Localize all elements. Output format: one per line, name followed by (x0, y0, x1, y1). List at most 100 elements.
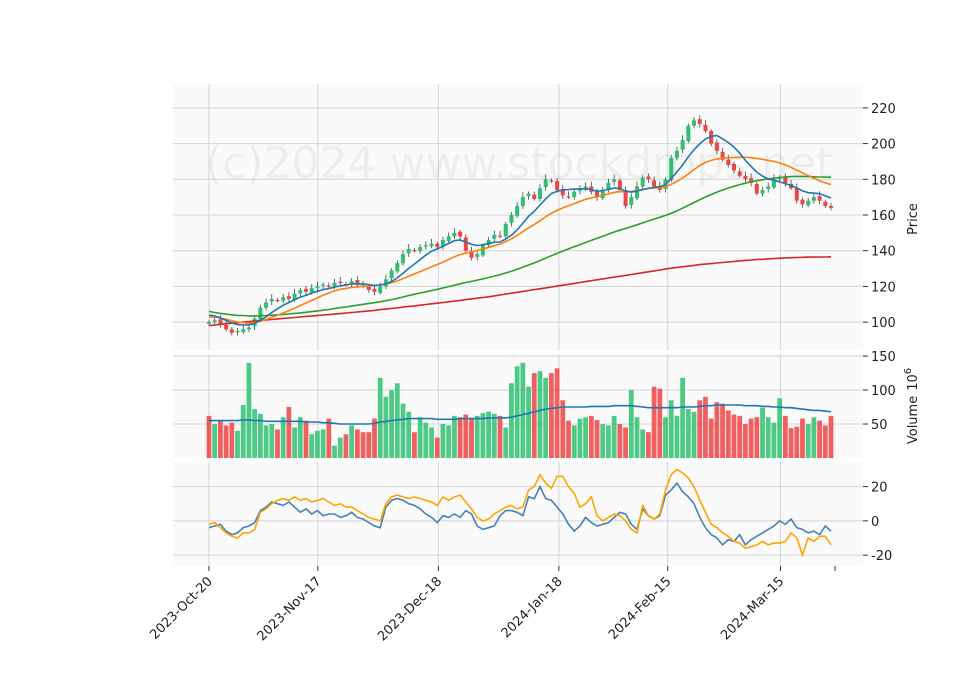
y-tick-label: 220 (871, 102, 896, 117)
candle-body (269, 298, 274, 302)
candle-body (509, 215, 514, 223)
volume-bar (714, 402, 720, 458)
volume-bar (223, 425, 229, 458)
candle-body (332, 282, 337, 287)
candle-body (298, 290, 303, 294)
ma-very-long-line (208, 256, 832, 327)
candle-body (389, 270, 394, 279)
candle-body (703, 125, 708, 132)
volume-bar (566, 420, 571, 458)
volume-bar (645, 432, 651, 458)
candle-body (281, 297, 286, 301)
candle-body (766, 186, 771, 189)
candle-body (543, 179, 548, 188)
y-tick-label: -20 (871, 549, 892, 564)
candle-body (423, 245, 428, 247)
volume-axis-label: Volume 106 (903, 368, 921, 444)
volume-bar (748, 418, 754, 458)
volume-bar (486, 411, 492, 458)
volume-bar (817, 420, 822, 458)
candle-body (811, 197, 816, 201)
price-axis-label: Price (906, 203, 921, 235)
volume-bar (520, 362, 526, 458)
candle-body (440, 240, 445, 247)
candle-body (549, 180, 554, 182)
candle-body (652, 180, 657, 187)
volume-bar (406, 411, 412, 458)
y-tick-label: 50 (871, 418, 888, 433)
volume-bar (800, 418, 805, 458)
candle-body (669, 157, 674, 181)
volume-bar (537, 371, 543, 458)
volume-bar (206, 415, 212, 458)
candle-body (446, 236, 451, 242)
candle-body (720, 151, 725, 160)
volume-bar (252, 409, 258, 458)
volume-bar (354, 429, 360, 458)
volume-bar (691, 411, 697, 458)
volume-bar (275, 429, 280, 458)
candle-body (629, 197, 634, 205)
candle-body (406, 248, 411, 254)
candle-body (275, 300, 280, 302)
candle-body (349, 281, 354, 285)
candle-body (292, 293, 297, 300)
candle-body (315, 286, 320, 289)
volume-bar (606, 425, 611, 458)
volume-axis-label-base: 10 (906, 374, 921, 391)
volume-bar (246, 362, 252, 458)
candle-body (623, 190, 628, 207)
candle-body (555, 181, 560, 190)
candle-body (395, 263, 400, 272)
indicator-line-2 (208, 468, 832, 558)
candle-body (515, 206, 520, 217)
candle-body (800, 199, 805, 205)
candle-body (674, 150, 679, 158)
volume-bar (805, 424, 811, 458)
volume-bar (628, 390, 634, 458)
candle-body (606, 182, 611, 190)
volume-bar (257, 413, 263, 458)
volume-bar (737, 415, 743, 458)
candle-body (355, 280, 360, 285)
volume-bar (423, 422, 429, 458)
candle-body (258, 307, 263, 320)
volume-bar (657, 388, 663, 458)
volume-bar (588, 415, 594, 458)
candle-body (452, 232, 457, 237)
volume-bar (811, 417, 817, 458)
candle-body (743, 175, 748, 180)
volume-bar (703, 396, 708, 458)
candle-body (218, 319, 223, 324)
volume-bar (697, 400, 703, 458)
volume-bar (571, 425, 577, 458)
volume-bar (543, 377, 549, 458)
volume-bar (332, 445, 337, 458)
volume-bar (269, 424, 275, 458)
candle-body (583, 186, 588, 190)
volume-bar (577, 418, 583, 458)
volume-bar (674, 415, 680, 458)
volume-bar (794, 426, 800, 458)
volume-bar (720, 403, 725, 458)
candle-body (680, 140, 685, 150)
volume-bar (303, 420, 309, 458)
volume-bar (760, 407, 765, 458)
volume-bar (623, 427, 628, 458)
candle-body (714, 142, 719, 151)
volume-bar (680, 377, 686, 458)
volume-axis-label-power: 6 (903, 368, 914, 374)
indicator-panel-bg (173, 462, 863, 566)
candle-body (366, 286, 371, 290)
candle-body (600, 190, 605, 199)
candle-body (749, 178, 754, 183)
volume-bar (315, 430, 320, 458)
candle-body (692, 120, 697, 126)
volume-bar (400, 403, 406, 458)
volume-bar (668, 400, 674, 458)
candle-body (498, 235, 503, 237)
candle-body (372, 288, 377, 292)
candle-body (754, 183, 759, 194)
price-panel-bg (173, 84, 863, 350)
x-tick-label: 2023-Dec-18 (375, 574, 445, 644)
